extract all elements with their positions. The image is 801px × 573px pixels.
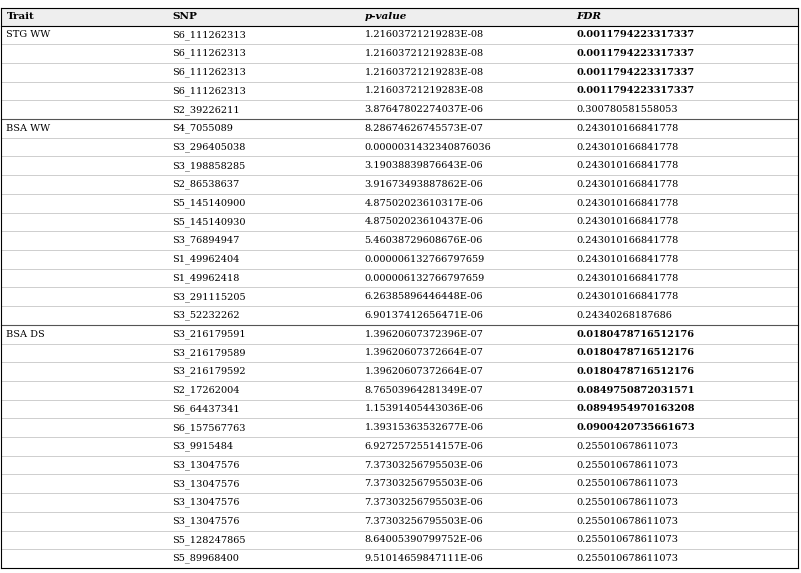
Text: 0.243010166841778: 0.243010166841778 [577,217,679,226]
Text: S6_111262313: S6_111262313 [172,30,246,40]
Text: 0.255010678611073: 0.255010678611073 [577,442,678,451]
Text: 0.243010166841778: 0.243010166841778 [577,143,679,152]
Text: S3_296405038: S3_296405038 [172,142,246,152]
Text: S3_216179589: S3_216179589 [172,348,246,358]
Text: S2_39226211: S2_39226211 [172,105,239,115]
Text: 1.15391405443036E-06: 1.15391405443036E-06 [364,405,483,414]
Text: S6_64437341: S6_64437341 [172,404,239,414]
Text: 1.21603721219283E-08: 1.21603721219283E-08 [364,30,484,40]
Text: 0.255010678611073: 0.255010678611073 [577,535,678,544]
Text: S3_13047576: S3_13047576 [172,516,239,526]
Text: 1.21603721219283E-08: 1.21603721219283E-08 [364,68,484,77]
Text: S1_49962404: S1_49962404 [172,254,239,264]
Text: S5_128247865: S5_128247865 [172,535,246,545]
Text: BSA WW: BSA WW [6,124,50,133]
Text: 4.87502023610437E-06: 4.87502023610437E-06 [364,217,483,226]
Text: S3_291115205: S3_291115205 [172,292,246,301]
Text: 0.0011794223317337: 0.0011794223317337 [577,87,694,96]
Text: 0.0894954970163208: 0.0894954970163208 [577,405,695,414]
Text: 0.0900420735661673: 0.0900420735661673 [577,423,695,432]
Text: SNP: SNP [172,12,197,21]
Text: 7.37303256795503E-06: 7.37303256795503E-06 [364,498,483,507]
Text: S3_76894947: S3_76894947 [172,236,239,245]
Text: 3.91673493887862E-06: 3.91673493887862E-06 [364,180,483,189]
Text: S5_89968400: S5_89968400 [172,554,239,563]
Text: 1.39315363532677E-06: 1.39315363532677E-06 [364,423,484,432]
Text: 0.243010166841778: 0.243010166841778 [577,292,679,301]
Text: 0.0180478716512176: 0.0180478716512176 [577,367,694,376]
Text: S3_13047576: S3_13047576 [172,460,239,470]
Text: 0.000006132766797659: 0.000006132766797659 [364,255,485,264]
Text: 0.0011794223317337: 0.0011794223317337 [577,49,694,58]
Text: 0.0180478716512176: 0.0180478716512176 [577,329,694,339]
Text: 7.37303256795503E-06: 7.37303256795503E-06 [364,461,483,470]
Text: 0.243010166841778: 0.243010166841778 [577,180,679,189]
Text: S3_9915484: S3_9915484 [172,442,233,452]
Text: S3_216179591: S3_216179591 [172,329,246,339]
Text: 6.26385896446448E-06: 6.26385896446448E-06 [364,292,483,301]
Text: S6_111262313: S6_111262313 [172,49,246,58]
Text: 0.0011794223317337: 0.0011794223317337 [577,68,694,77]
Text: 1.39620607372396E-07: 1.39620607372396E-07 [364,329,483,339]
Bar [2,8,798,26]
Text: S3_13047576: S3_13047576 [172,479,239,489]
Text: 3.87647802274037E-06: 3.87647802274037E-06 [364,105,484,114]
Text: S1_49962418: S1_49962418 [172,273,239,283]
Text: S6_157567763: S6_157567763 [172,423,246,433]
Text: 0.243010166841778: 0.243010166841778 [577,162,679,170]
Text: 1.21603721219283E-08: 1.21603721219283E-08 [364,87,484,96]
Text: 0.0011794223317337: 0.0011794223317337 [577,30,694,40]
Text: 0.0180478716512176: 0.0180478716512176 [577,348,694,358]
Text: 0.300780581558053: 0.300780581558053 [577,105,678,114]
Text: 6.90137412656471E-06: 6.90137412656471E-06 [364,311,483,320]
Text: S2_17262004: S2_17262004 [172,386,239,395]
Text: S4_7055089: S4_7055089 [172,124,233,134]
Text: BSA DS: BSA DS [6,329,45,339]
Text: 6.92725725514157E-06: 6.92725725514157E-06 [364,442,483,451]
Text: 0.000006132766797659: 0.000006132766797659 [364,273,485,282]
Text: 0.255010678611073: 0.255010678611073 [577,480,678,488]
Text: 0.255010678611073: 0.255010678611073 [577,461,678,470]
Text: S3_52232262: S3_52232262 [172,311,239,320]
Text: S3_13047576: S3_13047576 [172,498,239,507]
Text: 0.243010166841778: 0.243010166841778 [577,124,679,133]
Text: 8.28674626745573E-07: 8.28674626745573E-07 [364,124,483,133]
Text: 0.255010678611073: 0.255010678611073 [577,517,678,526]
Text: p-value: p-value [364,12,407,21]
Text: 1.39620607372664E-07: 1.39620607372664E-07 [364,348,483,358]
Text: S5_145140930: S5_145140930 [172,217,246,227]
Text: 0.255010678611073: 0.255010678611073 [577,554,678,563]
Text: 7.37303256795503E-06: 7.37303256795503E-06 [364,517,483,526]
Text: S3_198858285: S3_198858285 [172,161,245,171]
Text: 0.24340268187686: 0.24340268187686 [577,311,673,320]
Text: 0.243010166841778: 0.243010166841778 [577,273,679,282]
Text: S5_145140900: S5_145140900 [172,198,246,208]
Text: 4.87502023610317E-06: 4.87502023610317E-06 [364,199,483,208]
Text: 3.19038839876643E-06: 3.19038839876643E-06 [364,162,483,170]
Text: 0.0849750872031571: 0.0849750872031571 [577,386,695,395]
Text: 9.51014659847111E-06: 9.51014659847111E-06 [364,554,483,563]
Text: 8.64005390799752E-06: 8.64005390799752E-06 [364,535,483,544]
Text: FDR: FDR [577,12,602,21]
Text: 7.37303256795503E-06: 7.37303256795503E-06 [364,480,483,488]
Text: 0.243010166841778: 0.243010166841778 [577,255,679,264]
Text: S6_111262313: S6_111262313 [172,86,246,96]
Text: STG WW: STG WW [6,30,50,40]
Text: 5.46038729608676E-06: 5.46038729608676E-06 [364,236,483,245]
Text: S2_86538637: S2_86538637 [172,180,239,189]
Text: 1.21603721219283E-08: 1.21603721219283E-08 [364,49,484,58]
Text: 0.0000031432340876036: 0.0000031432340876036 [364,143,491,152]
Text: 0.243010166841778: 0.243010166841778 [577,199,679,208]
Text: 0.255010678611073: 0.255010678611073 [577,498,678,507]
Text: 8.76503964281349E-07: 8.76503964281349E-07 [364,386,483,395]
Text: 0.243010166841778: 0.243010166841778 [577,236,679,245]
Text: S6_111262313: S6_111262313 [172,68,246,77]
Text: Trait: Trait [6,12,34,21]
Text: S3_216179592: S3_216179592 [172,367,246,376]
Text: 1.39620607372664E-07: 1.39620607372664E-07 [364,367,483,376]
